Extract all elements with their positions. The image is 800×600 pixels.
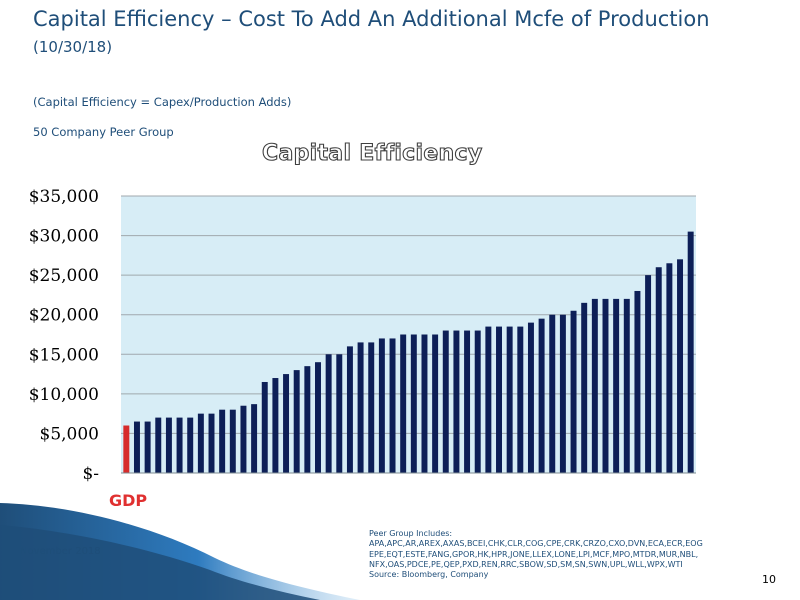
bar — [133, 421, 140, 473]
bar — [496, 326, 502, 473]
bar — [283, 374, 290, 473]
bar — [176, 417, 183, 473]
bars — [123, 231, 694, 473]
bar-highlight — [123, 425, 130, 473]
bar — [506, 326, 513, 473]
bar — [527, 322, 534, 473]
footer-date: November 2018 — [20, 546, 101, 557]
peer-note-line-2: EPE,EQT,ESTE,FANG,GPOR,HK,HPR,JONE,LLEX,… — [369, 549, 699, 559]
bar — [432, 334, 439, 473]
bar — [613, 298, 620, 473]
bar — [645, 275, 652, 473]
y-tick-label: $- — [82, 464, 99, 484]
bar — [155, 417, 162, 473]
y-tick-label: $25,000 — [29, 266, 99, 286]
bar — [336, 354, 343, 473]
peer-note-line-3: NFX,OAS,PDCE,PE,QEP,PXD,REN,RRC,SBOW,SD,… — [369, 559, 683, 569]
bar — [272, 378, 279, 473]
bar — [304, 366, 311, 473]
bar — [474, 330, 481, 473]
bar — [464, 330, 471, 473]
y-tick-label: $10,000 — [29, 385, 99, 405]
plot-area — [121, 196, 696, 473]
bar — [251, 404, 258, 473]
peer-note-heading: Peer Group Includes: — [369, 529, 453, 538]
bar — [208, 413, 215, 473]
bar — [315, 362, 321, 473]
bar — [570, 310, 577, 473]
bar — [517, 326, 524, 473]
bar — [623, 298, 630, 473]
bar — [559, 314, 566, 473]
bar — [378, 338, 385, 473]
y-tick-label: $15,000 — [29, 345, 99, 365]
bar — [410, 334, 417, 473]
bar — [346, 346, 353, 473]
bar — [538, 318, 545, 473]
peer-note-source: Source: Bloomberg, Company — [369, 570, 489, 580]
bar — [261, 381, 268, 473]
bar — [602, 298, 609, 473]
bar — [389, 338, 396, 473]
y-tick-label: $35,000 — [29, 187, 99, 207]
bar — [293, 370, 300, 473]
bar — [240, 405, 247, 473]
slide-title-main: Capital Efficiency – Cost To Add An Addi… — [33, 7, 710, 31]
bar — [591, 298, 598, 473]
y-tick-label: $5,000 — [40, 424, 99, 444]
bar — [453, 330, 460, 473]
bar — [187, 417, 194, 473]
bar — [485, 326, 492, 473]
bar — [219, 409, 226, 473]
bar — [687, 231, 694, 473]
peer-note-line-1: APA,APC,AR,AREX,AXAS,BCEI,CHK,CLR,COG,CP… — [369, 539, 703, 549]
bar — [666, 263, 673, 473]
bar — [634, 290, 641, 473]
chart-title: Capital Efficiency — [261, 140, 483, 166]
bar — [549, 314, 556, 473]
highlight-label: GDP — [109, 491, 148, 510]
bar — [325, 354, 332, 473]
bar — [400, 334, 407, 473]
bar — [229, 409, 236, 473]
peer-group-label: 50 Company Peer Group — [33, 125, 174, 139]
bar — [165, 417, 172, 473]
decorative-swoosh — [0, 503, 360, 600]
peer-group-footnote: Peer Group Includes: APA,APC,AR,AREX,AXA… — [369, 529, 729, 580]
bar — [197, 413, 204, 473]
slide-title-date: (10/30/18) — [33, 38, 113, 56]
bar — [442, 330, 449, 473]
bar — [421, 334, 428, 473]
bar — [144, 421, 151, 473]
gridlines — [121, 195, 696, 434]
slide-title: Capital Efficiency – Cost To Add An Addi… — [33, 6, 733, 60]
bar — [655, 267, 662, 473]
efficiency-definition: (Capital Efficiency = Capex/Production A… — [33, 95, 292, 109]
y-axis-ticks: $- $5,000 $10,000 $15,000 $20,000 $25,000 $30,… — [29, 187, 99, 484]
page-number: 10 — [762, 573, 776, 586]
bar — [368, 342, 375, 473]
bar — [357, 342, 364, 473]
bar — [581, 302, 588, 473]
bar — [677, 259, 684, 473]
y-tick-label: $30,000 — [29, 227, 99, 247]
y-tick-label: $20,000 — [29, 306, 99, 326]
